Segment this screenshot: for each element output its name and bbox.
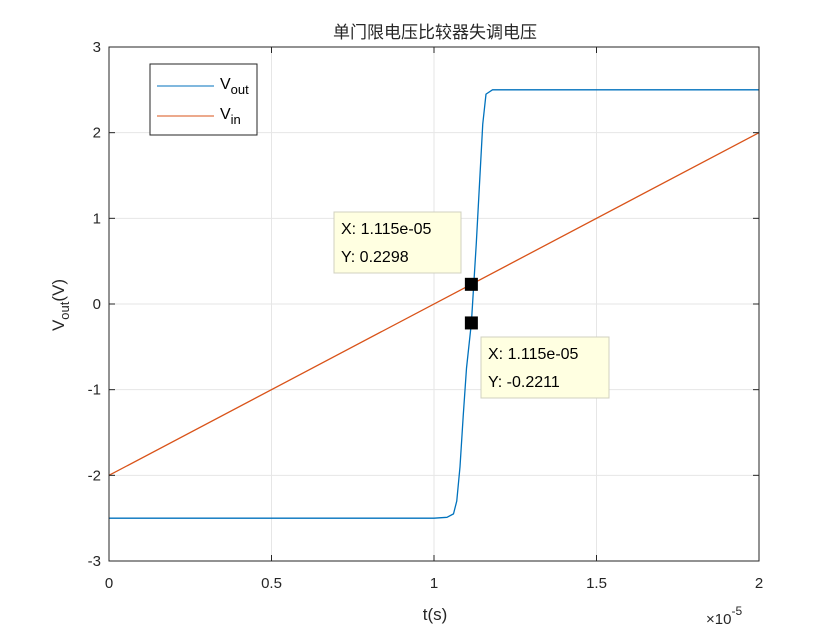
- datatip-lower-y: Y: -0.2211: [488, 374, 560, 391]
- x-axis-label: t(s): [423, 605, 448, 624]
- series-layer: [108, 89, 760, 519]
- y-axis-label-sub: out: [57, 301, 72, 319]
- legend-entry-vin: Vin: [220, 106, 241, 127]
- legend-box: [149, 63, 258, 136]
- y-tick-label: -1: [88, 382, 101, 399]
- x-tick-label: 1.5: [586, 575, 607, 592]
- y-tick-label: -3: [88, 553, 101, 570]
- chart-title: 单门限电压比较器失调电压: [333, 23, 537, 43]
- x-tick-label: 1: [430, 575, 438, 592]
- y-tick-label: 2: [93, 125, 101, 142]
- x-tick-label: 0: [105, 575, 113, 592]
- datatip-upper-marker[interactable]: [464, 277, 478, 291]
- axis-ticks: 0 0.5 1 1.5 2 -3 -2 -1 0 1 2 3: [88, 39, 764, 592]
- svg-text:Vout(V): Vout(V): [49, 279, 72, 331]
- y-axis-label-main: V: [49, 319, 68, 331]
- x-tick-label: 0.5: [261, 575, 282, 592]
- legend-vin-sub: in: [231, 112, 241, 127]
- datatip-upper-box: [333, 211, 462, 274]
- series-vin-line: [108, 132, 760, 476]
- y-tick-label: 1: [93, 210, 101, 227]
- x-exponent-power: -5: [731, 604, 742, 618]
- datatip-upper-x: X: 1.115e-05: [341, 221, 432, 238]
- datatip-lower-marker[interactable]: [464, 316, 478, 330]
- datatip-lower[interactable]: X: 1.115e-05 Y: -0.2211: [464, 316, 610, 399]
- datatip-upper-y: Y: 0.2298: [341, 249, 409, 266]
- legend: Vout Vin: [149, 63, 258, 136]
- x-exponent-label: ×10-5: [706, 604, 742, 628]
- y-axis-label-unit: (V): [49, 279, 68, 302]
- y-tick-label: 3: [93, 39, 101, 56]
- x-exponent-base: ×10: [706, 611, 731, 628]
- x-tick-label: 2: [755, 575, 763, 592]
- datatip-lower-box: [480, 336, 610, 399]
- y-tick-label: 0: [93, 296, 101, 313]
- y-tick-label: -2: [88, 467, 101, 484]
- legend-vout-sub: out: [231, 82, 249, 97]
- legend-vout-main: V: [220, 76, 231, 93]
- datatip-lower-x: X: 1.115e-05: [488, 346, 579, 363]
- legend-vin-main: V: [220, 106, 231, 123]
- series-vout-line: [109, 89, 759, 519]
- legend-entry-vout: Vout: [220, 76, 249, 97]
- datatip-upper[interactable]: X: 1.115e-05 Y: 0.2298: [333, 211, 478, 291]
- y-axis-label: Vout(V): [49, 279, 72, 331]
- svg-text:×10-5: ×10-5: [706, 604, 742, 628]
